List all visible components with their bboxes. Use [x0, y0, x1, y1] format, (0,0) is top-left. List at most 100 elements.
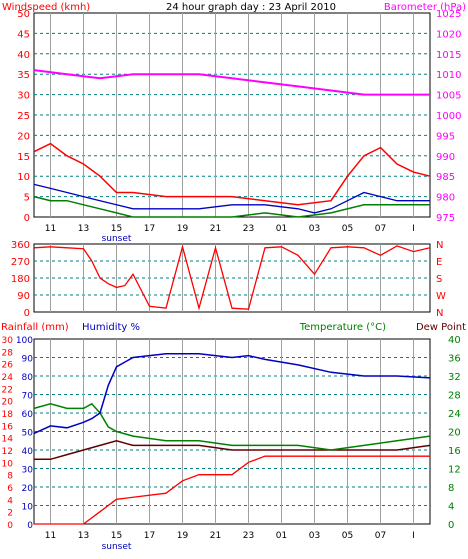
humidity-y-tick: 60 [22, 410, 34, 420]
wind-x-tick: 21 [210, 224, 221, 234]
wind-y-tick: 20 [17, 131, 30, 142]
wind-y-tick: 45 [17, 29, 30, 40]
wind-y-tick: 30 [17, 91, 30, 102]
temperature-y-tick: 12 [448, 465, 461, 476]
climate-x-tick: 11 [45, 531, 56, 541]
humidity-y-tick: 100 [16, 336, 33, 346]
climate-x-tick: 05 [342, 531, 353, 541]
barometer-y-tick: 1000 [436, 111, 461, 122]
climate-sunset-label: sunset [102, 542, 132, 552]
rainfall-y-tick: 0 [7, 521, 13, 531]
wind-y-tick: 25 [17, 111, 30, 122]
rainfall-y-tick: 12 [2, 447, 13, 457]
humidity-y-tick: 0 [27, 521, 33, 531]
rainfall-y-tick: 6 [7, 484, 13, 494]
humidity-y-tick: 70 [22, 392, 34, 402]
wind-y-tick: 10 [17, 172, 30, 183]
barometer-y-tick: 980 [436, 193, 455, 204]
temperature-y-tick: 40 [448, 335, 461, 346]
temperature-y-tick: 24 [448, 409, 461, 420]
wind-x-tick: 11 [45, 224, 56, 234]
temperature-y-tick: 36 [448, 354, 461, 365]
wind-y-tick: 5 [24, 193, 30, 204]
temperature-y-tick: 20 [448, 428, 461, 439]
humidity-y-tick: 50 [22, 429, 34, 439]
avg-wind-line [33, 183, 430, 214]
rainfall-y-tick: 8 [7, 472, 13, 482]
barometer-y-tick: 990 [436, 152, 455, 163]
humidity-axis-label: Humidity % [82, 322, 140, 333]
humidity-y-tick: 40 [22, 447, 34, 457]
wind-x-tick: 13 [78, 224, 89, 234]
wind-x-tick: I [412, 224, 415, 234]
climate-x-tick: 07 [375, 531, 386, 541]
temperature-axis-label: Temperature (°C) [299, 322, 386, 333]
humidity-y-tick: 80 [22, 373, 34, 383]
wind-y-tick: 15 [17, 152, 30, 163]
wind-sunset-label: sunset [102, 234, 132, 244]
direction-line [33, 244, 431, 311]
direction-y-tick: 0 [24, 308, 30, 319]
barometer-y-tick: 1025 [436, 9, 461, 20]
barometer-line [33, 69, 430, 96]
temperature-y-tick: 4 [448, 502, 454, 513]
climate-x-tick: I [412, 531, 415, 541]
barometer-y-tick: 995 [436, 131, 455, 142]
dewpoint-line [34, 440, 431, 461]
wind-axis-label: Windspeed (kmh) [2, 2, 90, 13]
direction-compass-label: N [436, 308, 443, 319]
rainfall-y-tick: 24 [2, 373, 14, 383]
temperature-line [33, 402, 431, 451]
dewpoint-axis-label: Dew Point [416, 322, 466, 333]
wind-min-line [33, 195, 430, 218]
gust-line [33, 142, 431, 206]
climate-x-tick: 15 [111, 531, 122, 541]
wind-x-tick: 19 [177, 224, 189, 234]
barometer-y-tick: 1005 [436, 91, 461, 102]
direction-y-tick: 270 [11, 257, 30, 268]
humidity-line [33, 353, 431, 435]
rainfall-y-tick: 4 [7, 496, 13, 506]
rainfall-axis-label: Rainfall (mm) [1, 322, 69, 333]
direction-compass-label: S [436, 274, 442, 285]
temperature-y-tick: 28 [448, 391, 461, 402]
barometer-y-tick: 975 [436, 213, 455, 224]
temperature-y-tick: 8 [448, 483, 454, 494]
direction-y-tick: 180 [11, 274, 30, 285]
rainfall-y-tick: 26 [2, 361, 14, 371]
rainfall-y-tick: 10 [2, 459, 14, 469]
climate-x-tick: 17 [144, 531, 155, 541]
climate-x-tick: 21 [210, 531, 221, 541]
barometer-y-tick: 1015 [436, 50, 461, 61]
wind-x-tick: 01 [276, 224, 287, 234]
temperature-y-tick: 16 [448, 446, 461, 457]
wind-x-tick: 03 [309, 224, 320, 234]
rainfall-y-tick: 18 [2, 410, 14, 420]
rainfall-y-tick: 28 [2, 348, 14, 358]
direction-compass-label: W [436, 291, 446, 302]
rainfall-line [34, 455, 430, 525]
wind-y-tick: 50 [17, 9, 30, 20]
direction-y-tick: 360 [11, 240, 30, 251]
climate-x-tick: 23 [243, 531, 254, 541]
barometer-y-tick: 1010 [436, 70, 461, 81]
wind-x-tick: 23 [243, 224, 254, 234]
humidity-y-tick: 20 [22, 484, 34, 494]
rainfall-y-tick: 2 [7, 509, 13, 519]
barometer-axis-label: Barometer (hPa) [384, 2, 466, 13]
wind-x-tick: 17 [144, 224, 155, 234]
direction-compass-label: N [436, 240, 443, 251]
rainfall-y-tick: 16 [2, 422, 14, 432]
rainfall-y-tick: 14 [2, 435, 14, 445]
rainfall-y-tick: 30 [2, 336, 14, 346]
wind-y-tick: 35 [17, 70, 30, 81]
rainfall-y-tick: 20 [2, 398, 14, 408]
climate-x-tick: 03 [309, 531, 320, 541]
direction-compass-label: E [436, 257, 442, 268]
wind-y-tick: 0 [24, 213, 30, 224]
wind-x-tick: 07 [375, 224, 386, 234]
wind-x-tick: 05 [342, 224, 353, 234]
barometer-y-tick: 1020 [436, 29, 461, 40]
humidity-y-tick: 30 [22, 466, 34, 476]
